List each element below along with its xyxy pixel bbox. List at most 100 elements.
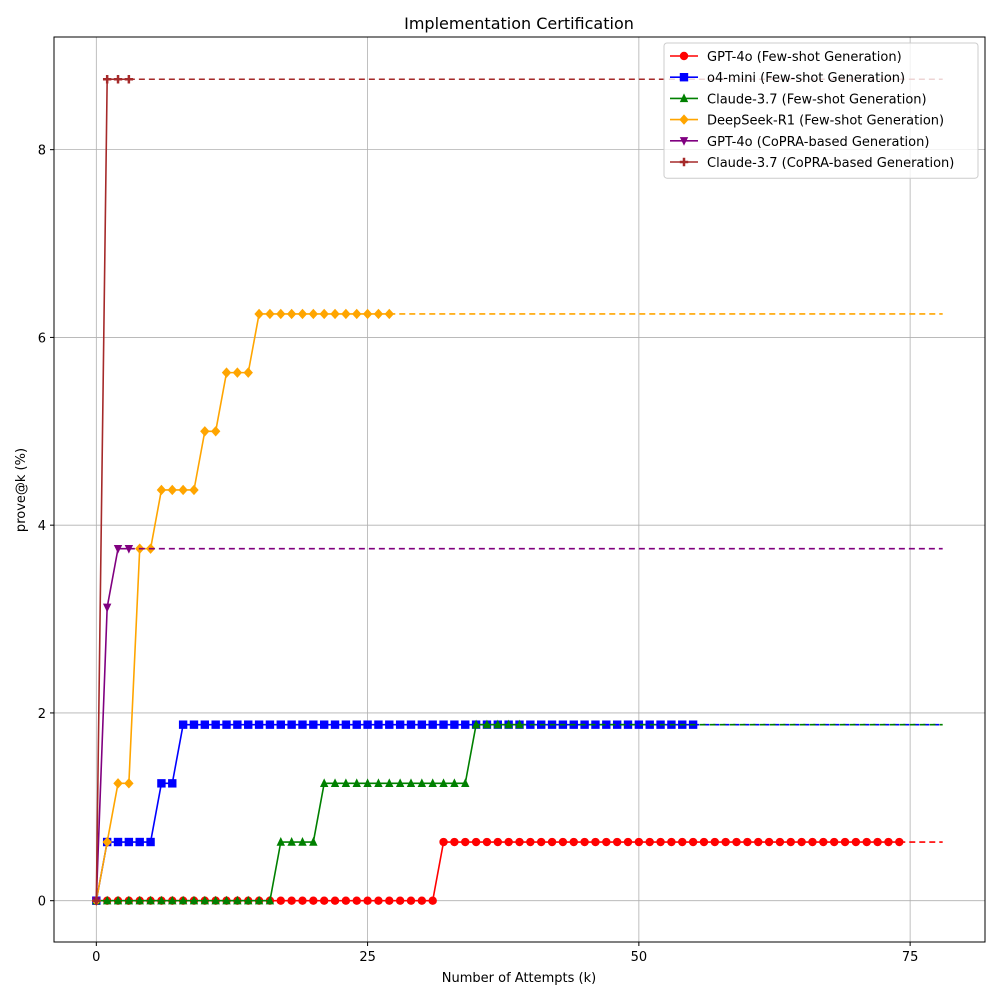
legend-label: DeepSeek-R1 (Few-shot Generation) (707, 114, 944, 129)
data-point (384, 308, 394, 320)
data-point (341, 896, 351, 905)
data-point (754, 837, 763, 847)
ticks: 0 25 50 75 0 2 4 6 8 (38, 144, 919, 965)
data-point (221, 367, 232, 378)
data-point (732, 837, 741, 847)
data-point (667, 837, 676, 847)
data-point (200, 720, 210, 729)
data-point (319, 896, 329, 905)
data-point (537, 837, 546, 847)
data-point (167, 484, 177, 496)
legend-label: Claude-3.7 (CoPRA-based Generation) (707, 156, 954, 171)
series-line (95, 313, 390, 901)
data-point (113, 778, 123, 789)
x-tick-label: 75 (902, 950, 919, 965)
data-point (297, 308, 308, 320)
data-point (547, 837, 557, 847)
data-point (829, 837, 839, 847)
data-point (124, 895, 134, 905)
data-point (168, 895, 177, 905)
data-point (591, 837, 600, 847)
data-point (146, 895, 155, 905)
data-point (352, 720, 361, 729)
data-point (471, 719, 481, 729)
data-point (309, 720, 318, 729)
data-point (102, 75, 112, 84)
data-point (298, 837, 307, 846)
data-point (461, 778, 470, 788)
data-point (482, 719, 492, 729)
data-point (634, 720, 644, 729)
data-point (428, 720, 437, 729)
data-point (385, 720, 394, 729)
data-point (504, 719, 513, 729)
data-point (189, 895, 199, 905)
y-tick-label: 4 (38, 519, 46, 534)
data-point (330, 720, 340, 729)
data-point (178, 484, 188, 496)
data-point (884, 837, 893, 847)
data-point (254, 720, 264, 729)
data-point (287, 896, 296, 905)
data-point (428, 778, 437, 788)
x-tick-label: 25 (359, 950, 376, 965)
legend-item: GPT-4o (Few-shot Generation) (670, 50, 902, 65)
data-point (515, 837, 524, 847)
data-point (395, 720, 405, 729)
data-point (656, 837, 665, 847)
data-point (341, 720, 351, 729)
data-point (406, 778, 416, 788)
data-point (688, 837, 698, 847)
data-point (743, 837, 752, 847)
data-point (395, 778, 405, 788)
data-point (287, 837, 296, 846)
data-point (439, 778, 448, 788)
data-point (298, 720, 307, 729)
data-point (319, 778, 329, 788)
data-point (374, 896, 383, 905)
data-point (374, 778, 383, 788)
legend: GPT-4o (Few-shot Generation) o4-mini (Few… (663, 42, 979, 179)
data-point (210, 426, 221, 437)
legend-marker (679, 93, 689, 103)
data-point (645, 837, 654, 847)
data-point (395, 896, 405, 905)
data-point (298, 896, 307, 905)
data-point (92, 896, 101, 905)
x-tick-label: 0 (92, 950, 100, 965)
legend-item: GPT-4o (CoPRA-based Generation) (670, 135, 929, 150)
data-point (341, 308, 351, 320)
data-point (113, 895, 123, 905)
legend-item: o4-mini (Few-shot Generation) (670, 71, 905, 86)
data-point (265, 308, 275, 320)
data-point (168, 779, 177, 788)
series-3 (91, 308, 943, 906)
data-point (341, 778, 351, 788)
data-point (385, 896, 394, 905)
data-point (721, 837, 730, 847)
data-point (276, 308, 286, 320)
data-point (233, 720, 242, 729)
data-point (450, 720, 459, 729)
data-point (710, 837, 720, 847)
data-point (156, 484, 167, 496)
data-point (363, 896, 372, 905)
data-point (385, 778, 394, 788)
data-point (352, 308, 362, 320)
data-point (862, 837, 871, 847)
series-4 (92, 544, 943, 906)
data-point (146, 837, 155, 847)
legend-label: GPT-4o (CoPRA-based Generation) (707, 135, 929, 150)
y-axis-label: prove@k (%) (14, 448, 29, 532)
data-point (102, 603, 112, 613)
chart-title: Implementation Certification (404, 14, 634, 33)
data-point (493, 719, 502, 729)
data-point (200, 426, 210, 437)
data-point (840, 837, 850, 847)
data-point (482, 837, 492, 847)
data-point (222, 720, 231, 729)
data-point (373, 308, 384, 320)
legend-label: Claude-3.7 (Few-shot Generation) (707, 92, 927, 107)
data-point (374, 720, 383, 729)
data-point (873, 837, 882, 847)
